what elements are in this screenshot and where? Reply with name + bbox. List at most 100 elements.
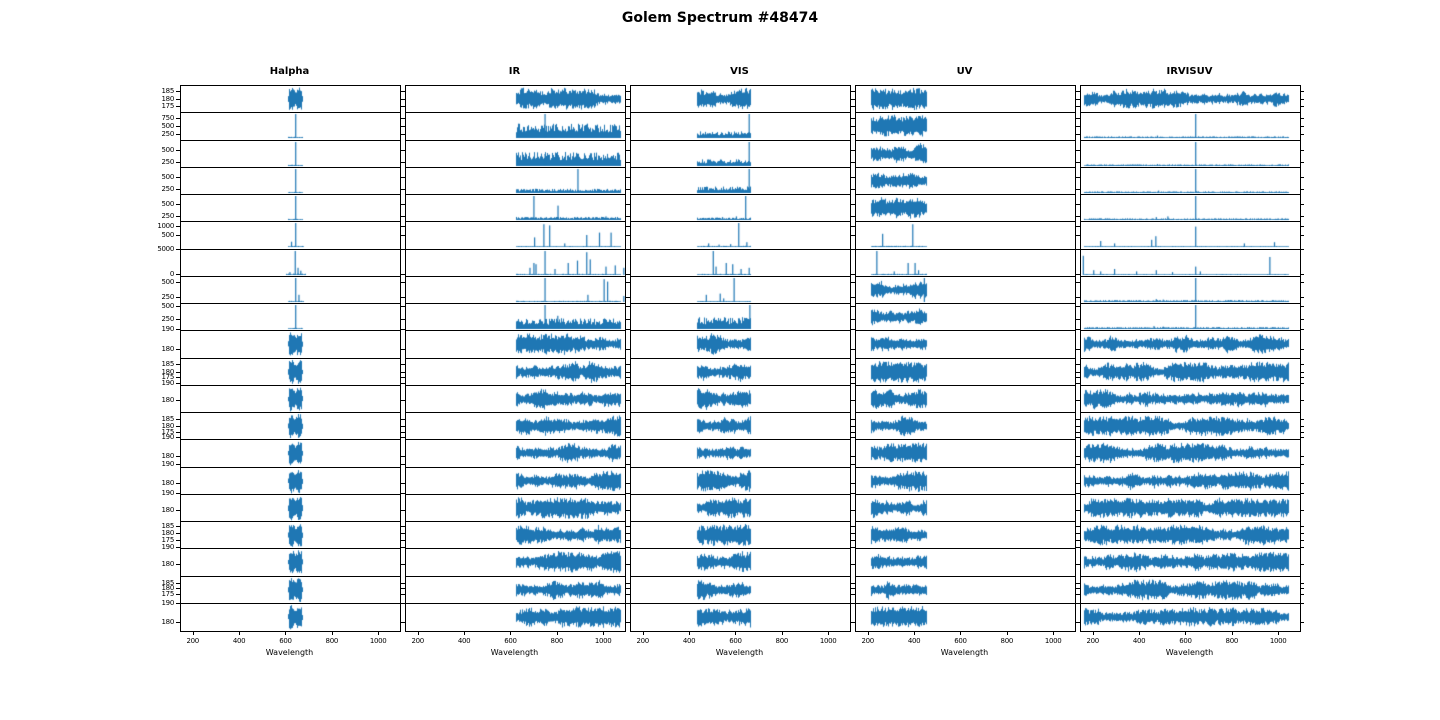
spectrum-trace — [631, 167, 850, 194]
x-tick-mark — [735, 631, 737, 635]
x-axis-label: Wavelength — [265, 648, 314, 657]
subplot-cell — [856, 140, 1075, 168]
x-tick-mark — [867, 631, 869, 635]
spectrum-trace — [181, 304, 400, 330]
y-tick-mark — [401, 225, 405, 227]
spectrum-trace — [631, 140, 850, 167]
y-tick-label: 190 — [161, 489, 175, 498]
spectrum-trace — [856, 603, 1075, 630]
y-tick-mark — [401, 588, 405, 590]
subplot-cell — [631, 576, 850, 604]
y-tick-label: 175 — [161, 427, 175, 436]
y-tick-label: 500 — [161, 173, 175, 182]
spectrum-trace — [181, 467, 400, 494]
y-tick-mark — [1300, 98, 1304, 100]
y-tick-mark — [1300, 274, 1304, 276]
spectrum-trace — [1081, 167, 1300, 194]
y-tick-label: 500 — [161, 121, 175, 130]
y-tick-mark — [1300, 510, 1304, 512]
y-tick-label: 185 — [161, 414, 175, 423]
y-tick-mark — [401, 305, 405, 307]
y-tick-mark — [626, 204, 630, 206]
y-tick-mark — [1076, 510, 1080, 512]
y-tick-mark — [1076, 377, 1080, 379]
y-tick-mark — [176, 425, 180, 427]
y-tick-mark — [1300, 382, 1304, 384]
subplot-cell — [1081, 86, 1300, 114]
spectrum-trace — [631, 576, 850, 603]
y-tick-mark — [401, 418, 405, 420]
y-tick-mark — [1076, 364, 1080, 366]
y-tick-mark — [176, 603, 180, 605]
spectrum-trace — [631, 494, 850, 521]
x-axis-label: Wavelength — [490, 648, 539, 657]
y-tick-label: 250 — [161, 157, 175, 166]
y-tick-mark — [1300, 118, 1304, 120]
y-tick-mark — [626, 582, 630, 584]
subplot-cell — [406, 304, 625, 332]
y-tick-mark — [401, 425, 405, 427]
y-tick-mark — [1300, 431, 1304, 433]
y-tick-mark — [626, 249, 630, 251]
y-tick-mark — [176, 493, 180, 495]
subplot-cell — [631, 385, 850, 413]
y-tick-mark — [1300, 149, 1304, 151]
y-tick-mark — [851, 161, 855, 163]
spectrum-trace — [1081, 576, 1300, 603]
y-tick-mark — [851, 297, 855, 298]
y-tick-mark — [851, 431, 855, 433]
spectrum-trace — [856, 167, 1075, 194]
y-tick-label: 180 — [161, 617, 175, 626]
y-tick-mark — [851, 281, 855, 283]
y-tick-mark — [626, 482, 630, 484]
figure-title: Golem Spectrum #48474 — [621, 10, 819, 26]
y-tick-mark — [401, 189, 405, 191]
y-tick-mark — [176, 90, 180, 92]
y-tick-mark — [626, 526, 630, 528]
y-tick-mark — [1076, 594, 1080, 596]
y-tick-mark — [626, 281, 630, 283]
subplot-cell — [406, 195, 625, 223]
y-tick-mark — [626, 594, 630, 596]
y-tick-mark — [401, 377, 405, 379]
y-tick-label: 180 — [161, 345, 175, 354]
subplot-cell — [406, 140, 625, 168]
y-tick-mark — [1076, 274, 1080, 276]
x-tick-label: 400 — [682, 637, 696, 645]
spectrum-trace — [181, 195, 400, 221]
spectrum-trace — [406, 549, 625, 576]
y-tick-mark — [851, 482, 855, 484]
y-tick-mark — [851, 189, 855, 191]
subplot-cell — [856, 113, 1075, 141]
spectrum-trace — [406, 385, 625, 412]
spectrum-trace — [856, 413, 1075, 439]
y-tick-mark — [401, 234, 405, 236]
y-tick-mark — [851, 425, 855, 427]
x-tick-mark — [828, 631, 830, 635]
y-tick-mark — [176, 297, 180, 298]
x-tick-mark — [510, 631, 512, 635]
y-tick-mark — [176, 482, 180, 484]
spectrum-trace — [856, 385, 1075, 412]
spectrum-trace — [1081, 276, 1300, 303]
x-tick-label: 400 — [232, 637, 246, 645]
y-tick-mark — [626, 603, 630, 605]
y-tick-mark — [401, 249, 405, 251]
subplot-cell — [1081, 249, 1300, 277]
y-tick-mark — [401, 621, 405, 623]
subplot-cell — [856, 467, 1075, 495]
y-tick-mark — [851, 582, 855, 584]
spectrum-trace — [1081, 522, 1300, 548]
y-tick-mark — [851, 400, 855, 402]
spectrum-trace — [181, 113, 400, 140]
x-tick-mark — [285, 631, 287, 635]
y-tick-label: 185 — [161, 360, 175, 369]
y-tick-label: 175 — [161, 536, 175, 545]
y-tick-label: 180 — [161, 506, 175, 515]
subplot-cell — [1081, 195, 1300, 223]
x-tick-mark — [239, 631, 241, 635]
spectrum-trace — [406, 222, 625, 249]
x-tick-label: 1000 — [819, 637, 837, 645]
y-tick-label: 5000 — [157, 245, 174, 254]
y-tick-mark — [851, 125, 855, 127]
